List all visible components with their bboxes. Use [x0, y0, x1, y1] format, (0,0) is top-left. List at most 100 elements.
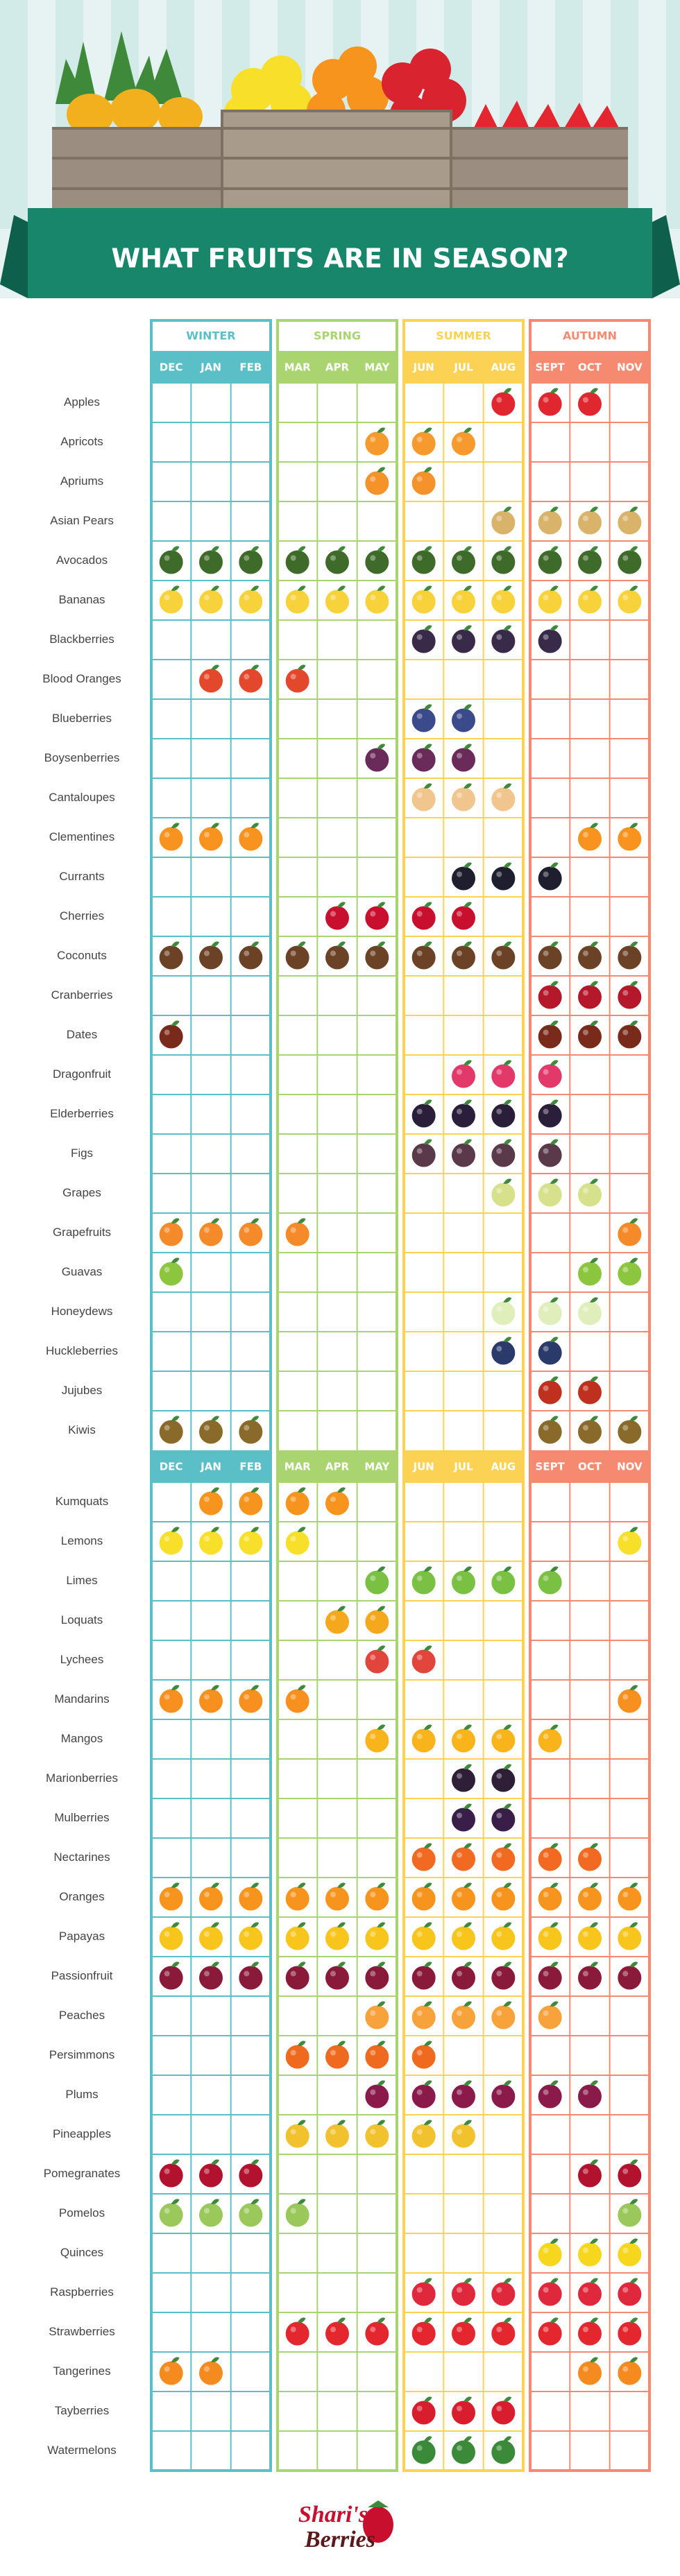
fruit-highlight: [457, 871, 462, 877]
fruit-highlight: [496, 1069, 502, 1075]
fruit-leaf: [464, 625, 472, 630]
fruit-body: [159, 1966, 183, 1990]
fruit-icon: [159, 1257, 183, 1286]
fruit-body: [285, 1531, 309, 1555]
fruit-leaf: [550, 1297, 559, 1303]
fruit-body: [578, 2282, 602, 2306]
fruit-body: [199, 1531, 223, 1555]
fruit-icon: [538, 1060, 562, 1088]
fruit-leaf: [171, 2159, 180, 2165]
fruit-icon: [199, 1487, 223, 1515]
fruit-leaf: [250, 941, 260, 947]
fruit-highlight: [496, 1773, 502, 1779]
fruit-name: Blueberries: [52, 712, 112, 725]
fruit-icon: [452, 1764, 475, 1792]
fruit-icon: [578, 941, 602, 970]
fruit-highlight: [370, 1891, 376, 1898]
fruit-leaf: [171, 1020, 180, 1026]
fruit-highlight: [583, 2326, 588, 2333]
fruit-icon: [452, 2001, 475, 2029]
fruit-name: Mulberries: [54, 1811, 109, 1824]
fruit-icon: [411, 2080, 436, 2109]
fruit-body: [325, 1610, 349, 1634]
fruit-body: [452, 1143, 475, 1167]
fruit-icon: [452, 1922, 475, 1950]
fruit-highlight: [290, 2129, 296, 2135]
fruit-icon: [365, 1724, 389, 1753]
fruit-body: [411, 2401, 436, 2425]
fruit-icon: [285, 1527, 309, 1555]
fruit-highlight: [457, 1148, 462, 1154]
fruit-highlight: [543, 1852, 549, 1858]
fruit-body: [578, 1966, 602, 1990]
fruit-highlight: [622, 1694, 629, 1700]
fruit-body: [618, 2282, 642, 2306]
fruit-highlight: [330, 1970, 336, 1977]
fruit-leaf: [250, 664, 260, 670]
fruit-leaf: [590, 1257, 598, 1263]
fruit-leaf: [550, 862, 559, 868]
fruit-body: [325, 1926, 349, 1950]
fruit-name: Raspberries: [50, 2285, 114, 2299]
fruit-icon: [538, 981, 562, 1009]
fruit-body: [411, 590, 436, 614]
fruit-leaf: [423, 1961, 432, 1967]
fruit-highlight: [496, 594, 502, 601]
fruit-leaf: [464, 1139, 472, 1144]
fruit-highlight: [543, 1148, 549, 1154]
fruit-leaf: [171, 546, 180, 551]
fruit-icon: [538, 1961, 562, 1990]
fruit-highlight: [370, 2326, 376, 2333]
fruit-icon: [325, 1882, 349, 1911]
fruit-name: Huckleberries: [46, 1344, 118, 1357]
fruit-highlight: [204, 673, 210, 680]
fruit-highlight: [416, 2129, 423, 2135]
fruit-leaf: [423, 1099, 432, 1105]
fruit-body: [578, 510, 602, 535]
fruit-body: [239, 1966, 263, 1990]
fruit-icon: [199, 1882, 223, 1911]
fruit-leaf: [590, 941, 598, 947]
fruit-highlight: [204, 1891, 210, 1898]
fruit-highlight: [370, 1654, 376, 1660]
fruit-leaf: [590, 1882, 598, 1888]
fruit-leaf: [590, 981, 598, 986]
fruit-leaf: [250, 585, 260, 591]
fruit-icon: [239, 546, 263, 574]
fruit-leaf: [629, 546, 638, 551]
fruit-highlight: [290, 950, 296, 956]
fruit-leaf: [250, 2199, 260, 2204]
fruit-icon: [411, 585, 436, 614]
fruit-icon: [578, 585, 602, 614]
fruit-leaf: [503, 585, 512, 591]
fruit-body: [325, 1887, 349, 1911]
fruit-leaf: [464, 1922, 472, 1927]
fruit-body: [538, 2321, 562, 2346]
fruit-body: [239, 590, 263, 614]
fruit-icon: [578, 506, 602, 535]
fruit-body: [452, 2282, 475, 2306]
fruit-body: [365, 1966, 389, 1990]
fruit-icon: [159, 2199, 183, 2227]
fruit-leaf: [337, 1882, 346, 1888]
fruit-leaf: [550, 2278, 559, 2283]
fruit-body: [452, 1966, 475, 1990]
fruit-leaf: [629, 1257, 638, 1263]
fruit-name: Jujubes: [62, 1384, 103, 1397]
fruit-icon: [325, 1961, 349, 1990]
fruit-icon: [159, 823, 183, 851]
fruit-body: [199, 550, 223, 574]
fruit-icon: [365, 902, 389, 930]
fruit-name: Lemons: [61, 1534, 103, 1547]
fruit-leaf: [250, 823, 260, 828]
fruit-name: Persimmons: [49, 2048, 114, 2061]
fruit-icon: [411, 2396, 436, 2425]
fruit-highlight: [496, 1346, 502, 1352]
fruit-name: Strawberries: [49, 2325, 114, 2338]
fruit-highlight: [416, 2089, 423, 2095]
fruit-body: [285, 1222, 309, 1246]
fruit-highlight: [457, 2010, 462, 2016]
month-row: [404, 1450, 523, 1482]
fruit-leaf: [250, 1527, 260, 1532]
fruit-name: Tayberries: [55, 2404, 109, 2417]
